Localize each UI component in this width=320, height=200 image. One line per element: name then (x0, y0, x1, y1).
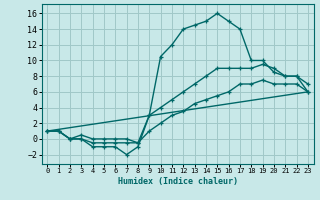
X-axis label: Humidex (Indice chaleur): Humidex (Indice chaleur) (118, 177, 237, 186)
